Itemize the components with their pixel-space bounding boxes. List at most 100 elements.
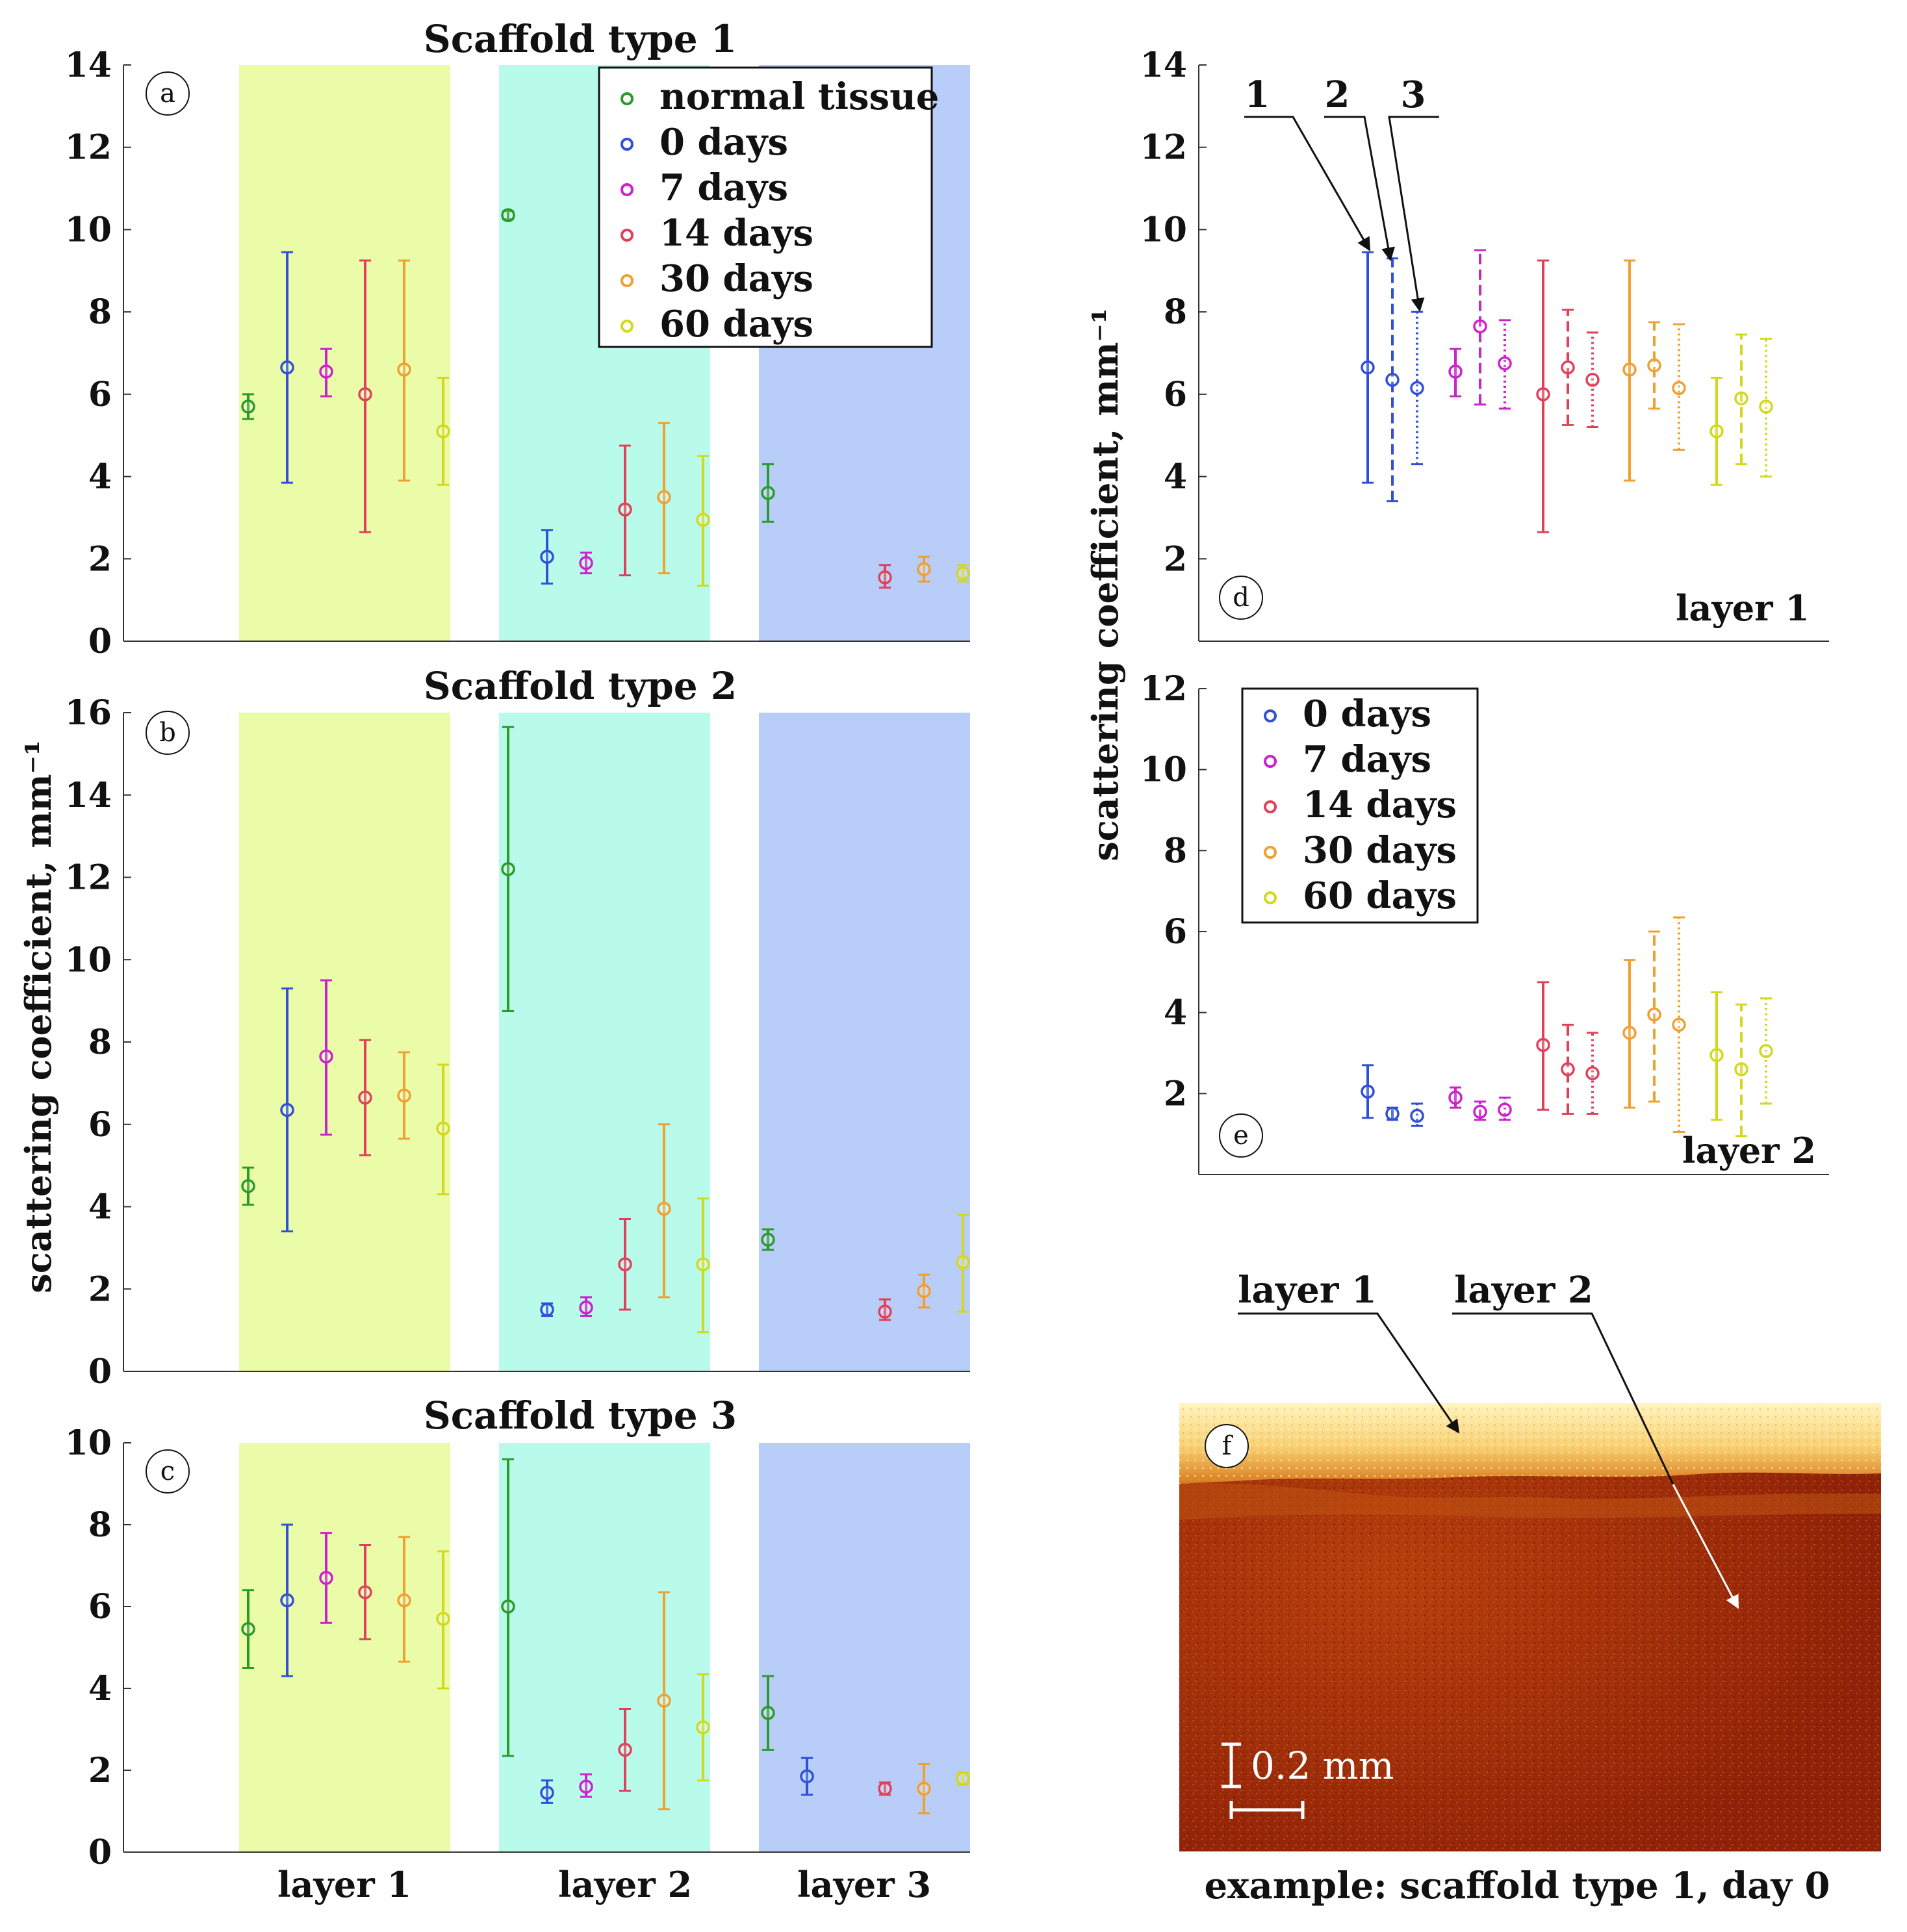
errorbar-30-days-1 xyxy=(1622,259,1637,482)
data-point xyxy=(618,1742,632,1757)
errorbar-14-days-2 xyxy=(618,444,632,577)
legend-marker xyxy=(1264,846,1277,859)
data-point xyxy=(1622,362,1637,377)
legend-marker xyxy=(621,274,634,287)
data-point xyxy=(358,1585,372,1599)
errorbar-normal-tissue-3 xyxy=(761,1675,775,1751)
errorbar-0-days-2 xyxy=(540,1779,554,1804)
legend-marker xyxy=(1264,709,1277,722)
panel-c: Scaffold type 3 0 2 4 6 8 10 c layer 1 layer … xyxy=(65,1393,970,1905)
panel-letter: c xyxy=(160,1456,175,1486)
panel-f-oct-image: f layer 1 layer 2 0.2 mm example: scaffo… xyxy=(1179,1269,1881,1907)
legend-label: 7 days xyxy=(659,166,788,209)
y-axis-label-left: scattering coefficient, mm⁻¹ xyxy=(18,740,59,1293)
data-point xyxy=(397,362,411,377)
legend-marker xyxy=(621,138,634,151)
panel-label: d xyxy=(1219,576,1263,620)
corner-label: layer 1 xyxy=(1676,587,1810,629)
y-axis: 2 4 6 8 10 12 xyxy=(1140,669,1829,1175)
errorbar-30-days-3 xyxy=(1672,916,1686,1134)
data-marks xyxy=(241,726,970,1334)
data-point xyxy=(1647,358,1661,373)
data-point xyxy=(1410,381,1424,396)
errorbar-60-days-2 xyxy=(696,1197,710,1334)
errorbar-0-days-3 xyxy=(1410,1102,1424,1127)
errorbar-14-days-2 xyxy=(618,1218,632,1311)
legend-label: 14 days xyxy=(1303,783,1457,826)
y-tick-label: 8 xyxy=(88,292,112,332)
y-tick-label: 4 xyxy=(1164,457,1187,497)
data-point xyxy=(761,486,775,500)
y-tick-label: 8 xyxy=(1164,292,1187,332)
errorbar-7-days-1 xyxy=(319,979,333,1136)
errorbar-30-days-2 xyxy=(1647,930,1661,1103)
errorbar-normal-tissue-2 xyxy=(501,208,515,223)
errorbar-60-days-1 xyxy=(436,1063,450,1195)
errorbar-0-days-1 xyxy=(1361,251,1375,484)
data-point xyxy=(1672,1017,1686,1032)
y-tick-label: 2 xyxy=(1164,1074,1187,1113)
legend-marker xyxy=(1264,800,1277,813)
errorbar-60-days-2 xyxy=(1734,1003,1748,1138)
y-tick-label: 2 xyxy=(1164,539,1187,579)
data-point xyxy=(917,1781,931,1796)
legend-label: 14 days xyxy=(659,212,813,255)
legend-marker xyxy=(621,183,634,196)
data-point xyxy=(319,364,333,379)
data-point xyxy=(1647,1008,1661,1022)
errorbar-0-days-3 xyxy=(1410,311,1424,466)
data-point xyxy=(1759,1044,1773,1058)
y-tick-label: 6 xyxy=(88,1105,112,1145)
errorbar-7-days-3 xyxy=(1498,1097,1512,1121)
y-axis-label-right: scattering coefficient, mm⁻¹ xyxy=(1084,308,1126,861)
data-point xyxy=(1734,1062,1748,1076)
legend-marker xyxy=(621,320,634,333)
errorbar-14-days-2 xyxy=(1561,309,1575,426)
region-layer-2 xyxy=(499,713,710,1371)
errorbar-60-days-3 xyxy=(1759,997,1773,1105)
data-point xyxy=(1361,360,1375,375)
data-point xyxy=(358,1090,372,1105)
errorbar-14-days-3 xyxy=(1585,331,1600,429)
y-tick-label: 4 xyxy=(88,1188,112,1227)
legend-marker xyxy=(621,92,634,105)
errorbar-30-days-1 xyxy=(1622,959,1637,1109)
panel-letter: f xyxy=(1222,1431,1234,1461)
data-point xyxy=(917,562,931,576)
errorbar-7-days-2 xyxy=(579,552,593,574)
errorbar-7-days-1 xyxy=(1448,1086,1463,1109)
data-point xyxy=(657,1694,671,1708)
errorbar-30-days-2 xyxy=(657,422,671,574)
data-point xyxy=(878,570,892,585)
layer-2-label: layer 2 xyxy=(1454,1269,1593,1312)
data-point xyxy=(800,1769,814,1784)
errorbar-normal-tissue-3 xyxy=(761,463,775,523)
data-point xyxy=(397,1593,411,1608)
y-tick-label: 6 xyxy=(1164,375,1187,414)
annotation-3: 3 xyxy=(1401,73,1426,116)
data-point xyxy=(761,1232,775,1247)
panel-letter: e xyxy=(1233,1121,1249,1150)
errorbar-14-days-3 xyxy=(878,1781,892,1796)
errorbar-60-days-3 xyxy=(956,564,970,583)
panel-letter: a xyxy=(160,79,175,108)
chart-title: Scaffold type 1 xyxy=(424,17,737,61)
data-point xyxy=(696,1257,710,1271)
data-point xyxy=(540,550,554,564)
errorbar-30-days-3 xyxy=(917,555,931,583)
data-point xyxy=(1498,356,1512,371)
errorbar-30-days-2 xyxy=(1647,321,1661,410)
data-point xyxy=(280,1102,294,1117)
errorbar-7-days-1 xyxy=(319,348,333,398)
panel-label: e xyxy=(1219,1113,1263,1158)
data-point xyxy=(501,1599,515,1614)
data-point xyxy=(241,1179,255,1193)
y-tick-label: 0 xyxy=(88,1352,112,1392)
region-layer-1 xyxy=(239,1443,450,1852)
corner-label: layer 2 xyxy=(1682,1130,1816,1171)
y-tick-label: 12 xyxy=(65,858,112,898)
errorbar-30-days-3 xyxy=(917,1273,931,1309)
